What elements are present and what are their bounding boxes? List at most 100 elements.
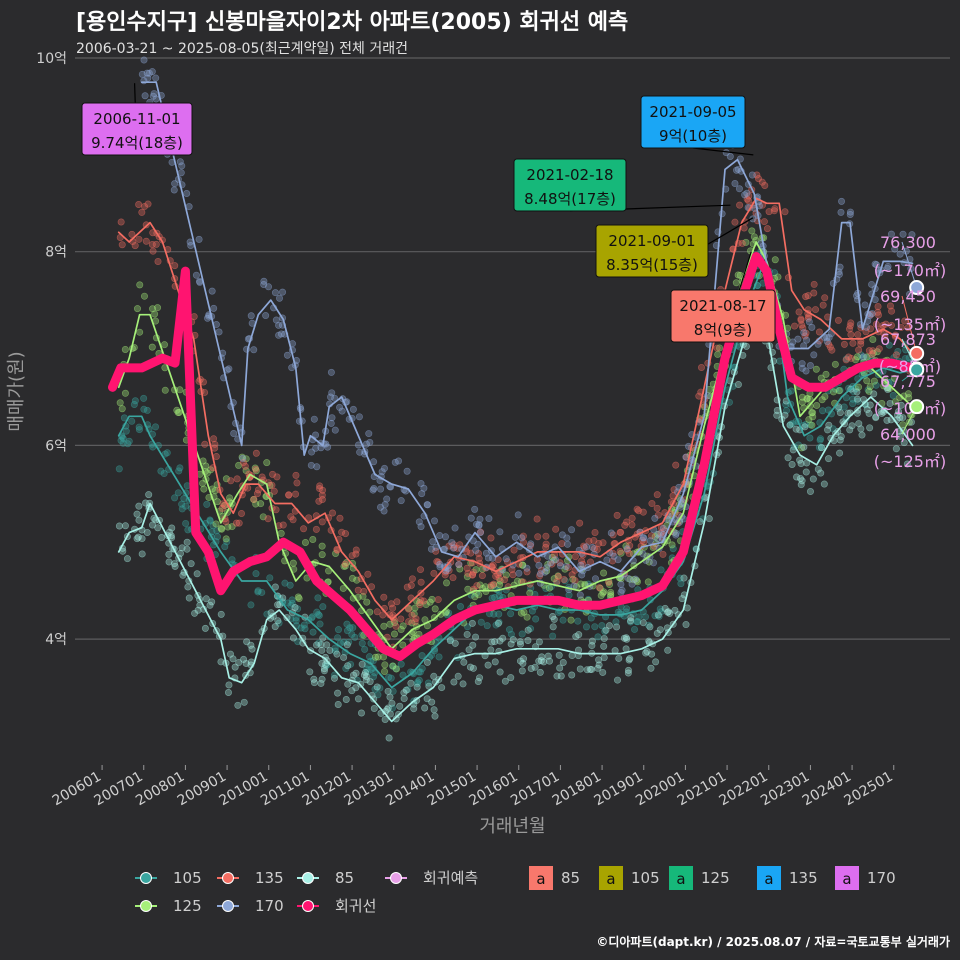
scatter-point (600, 642, 608, 650)
scatter-point (380, 593, 388, 601)
scatter-point (121, 522, 129, 530)
prediction-area: (~170㎡) (874, 261, 946, 280)
scatter-point (258, 588, 266, 596)
annotation-date: 2021-08-17 (679, 297, 766, 315)
scatter-point (319, 603, 327, 611)
scatter-point (343, 641, 351, 649)
scatter-point (277, 330, 285, 338)
scatter-point (823, 337, 831, 345)
scatter-point (133, 510, 141, 518)
scatter-point (334, 700, 342, 708)
scatter-point (271, 583, 279, 591)
scatter-point (128, 417, 136, 425)
scatter-point (894, 347, 902, 355)
scatter-point (222, 475, 230, 483)
scatter-point (571, 577, 579, 585)
scatter-point (882, 320, 890, 328)
scatter-point (268, 481, 276, 489)
scatter-point (518, 630, 526, 638)
scatter-point (145, 491, 153, 499)
scatter-point (484, 661, 492, 669)
scatter-point (431, 517, 439, 525)
scatter-point (408, 611, 416, 619)
scatter-point (782, 401, 790, 409)
scatter-point (174, 489, 182, 497)
scatter-point (891, 245, 899, 253)
scatter-point (243, 638, 251, 646)
scatter-point (646, 537, 654, 545)
scatter-point (731, 180, 739, 188)
scatter-point (305, 514, 313, 522)
scatter-point (899, 414, 907, 422)
scatter-point (817, 444, 825, 452)
scatter-point (436, 532, 444, 540)
scatter-point (802, 367, 810, 375)
scatter-point (607, 588, 615, 596)
scatter-point (646, 623, 654, 631)
scatter-point (808, 409, 816, 417)
scatter-point (853, 388, 861, 396)
scatter-point (494, 556, 502, 564)
scatter-point (116, 399, 124, 407)
max-annotations: 2006-11-01 9.74억(18층) 2021-09-05 9억(10층) 202… (81, 83, 776, 343)
scatter-point (556, 664, 564, 672)
scatter-point (338, 407, 346, 415)
scatter-point (834, 316, 842, 324)
scatter-point (240, 655, 248, 663)
scatter-point (239, 454, 247, 462)
scatter-point (598, 622, 606, 630)
scatter-point (348, 687, 356, 695)
scatter-point (545, 657, 553, 665)
scatter-point (233, 475, 241, 483)
scatter-point (903, 460, 911, 468)
scatter-point (787, 387, 795, 395)
scatter-point (252, 465, 260, 473)
scatter-point (654, 611, 662, 619)
scatter-point (403, 467, 411, 475)
series-line-85 (117, 299, 914, 723)
scatter-point (523, 564, 531, 572)
scatter-point (190, 313, 198, 321)
scatter-point (812, 306, 820, 314)
scatter-point (414, 678, 422, 686)
scatter-point (468, 619, 476, 627)
scatter-point (222, 518, 230, 526)
legend-box-glyph: a (606, 870, 615, 888)
scatter-point (607, 591, 615, 599)
scatter-point (855, 420, 863, 428)
scatter-point (516, 638, 524, 646)
scatter-point (613, 623, 621, 631)
scatter-point (407, 679, 415, 687)
scatter-point (358, 639, 366, 647)
scatter-point (624, 669, 632, 677)
scatter-point (582, 623, 590, 631)
scatter-point (726, 153, 734, 161)
scatter-point (899, 421, 907, 429)
scatter-point (408, 575, 416, 583)
scatter-point (340, 653, 348, 661)
scatter-point (815, 444, 823, 452)
scatter-point (448, 539, 456, 547)
scatter-point (803, 394, 811, 402)
scatter-point (430, 569, 438, 577)
scatter-point (499, 634, 507, 642)
scatter-point (348, 552, 356, 560)
scatter-point (289, 634, 297, 642)
y-tick-label: 4억 (45, 632, 67, 648)
scatter-point (846, 208, 854, 216)
legend-box-glyph: a (536, 870, 545, 888)
scatter-point (342, 695, 350, 703)
scatter-point (165, 558, 173, 566)
scatter-point (463, 630, 471, 638)
scatter-point (846, 210, 854, 218)
scatter-point (318, 551, 326, 559)
scatter-point (532, 615, 540, 623)
scatter-point (872, 320, 880, 328)
scatter-point (892, 351, 900, 359)
prediction-value: 76,300 (880, 233, 936, 252)
scatter-point (700, 401, 708, 409)
scatter-point (860, 353, 868, 361)
annotation-date: 2006-11-01 (93, 110, 180, 128)
scatter-point (257, 500, 265, 508)
scatter-point (557, 562, 565, 570)
